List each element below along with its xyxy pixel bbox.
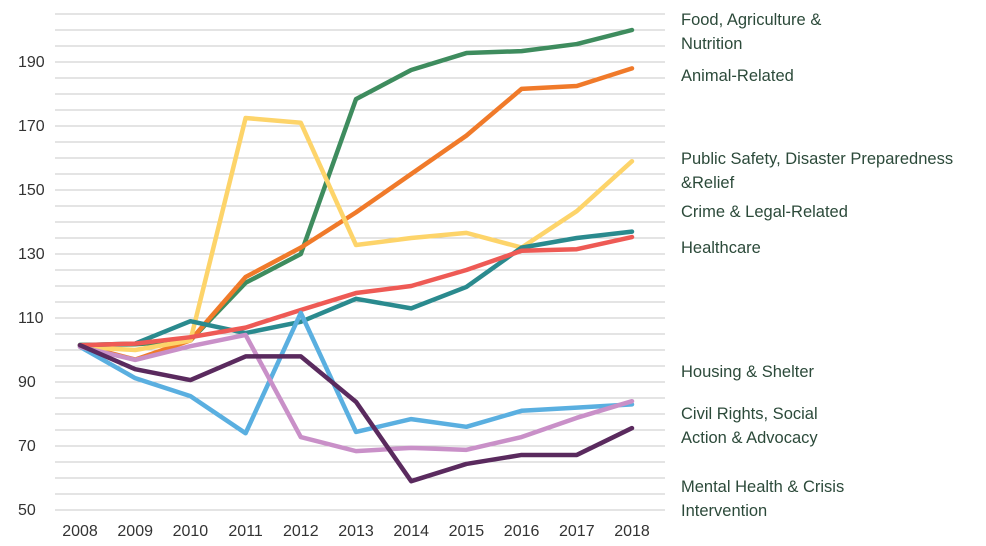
series-line (77, 115, 635, 353)
series-line (77, 234, 635, 348)
x-tick-label: 2015 (449, 523, 485, 540)
y-tick-label: 150 (18, 182, 45, 199)
series-line (77, 310, 635, 436)
x-tick-label: 2009 (117, 523, 153, 540)
legend-label: Crime & Legal-Related (681, 203, 848, 221)
y-tick-label: 170 (18, 118, 45, 135)
x-tick-label: 2017 (559, 523, 595, 540)
x-tick-label: 2010 (173, 523, 209, 540)
legend-label: Civil Rights, Social Action & Advocacy (681, 405, 818, 447)
x-tick-label: 2008 (62, 523, 98, 540)
y-tick-label: 70 (18, 438, 36, 455)
legend-label: Healthcare (681, 239, 761, 257)
y-tick-label: 110 (18, 310, 44, 327)
x-tick-label: 2014 (393, 523, 429, 540)
series-line (77, 332, 635, 454)
x-tick-label: 2013 (338, 523, 374, 540)
y-tick-label: 130 (18, 246, 45, 263)
x-tick-label: 2012 (283, 523, 319, 540)
series-line (77, 66, 635, 362)
y-tick-label: 50 (18, 502, 36, 519)
legend-label: Food, Agriculture & Nutrition (681, 11, 822, 53)
legend-label: Housing & Shelter (681, 363, 814, 381)
x-tick-label: 2018 (614, 523, 650, 540)
legend-label: Mental Health & Crisis Intervention (681, 478, 845, 520)
x-tick-label: 2011 (228, 523, 263, 540)
series-line (77, 342, 635, 484)
x-tick-label: 2016 (504, 523, 540, 540)
y-tick-label: 190 (18, 54, 45, 71)
legend-label: Public Safety, Disaster Preparedness &Re… (681, 150, 954, 192)
legend-label: Animal-Related (681, 67, 794, 85)
series-line (77, 229, 635, 348)
y-tick-label: 90 (18, 374, 36, 391)
